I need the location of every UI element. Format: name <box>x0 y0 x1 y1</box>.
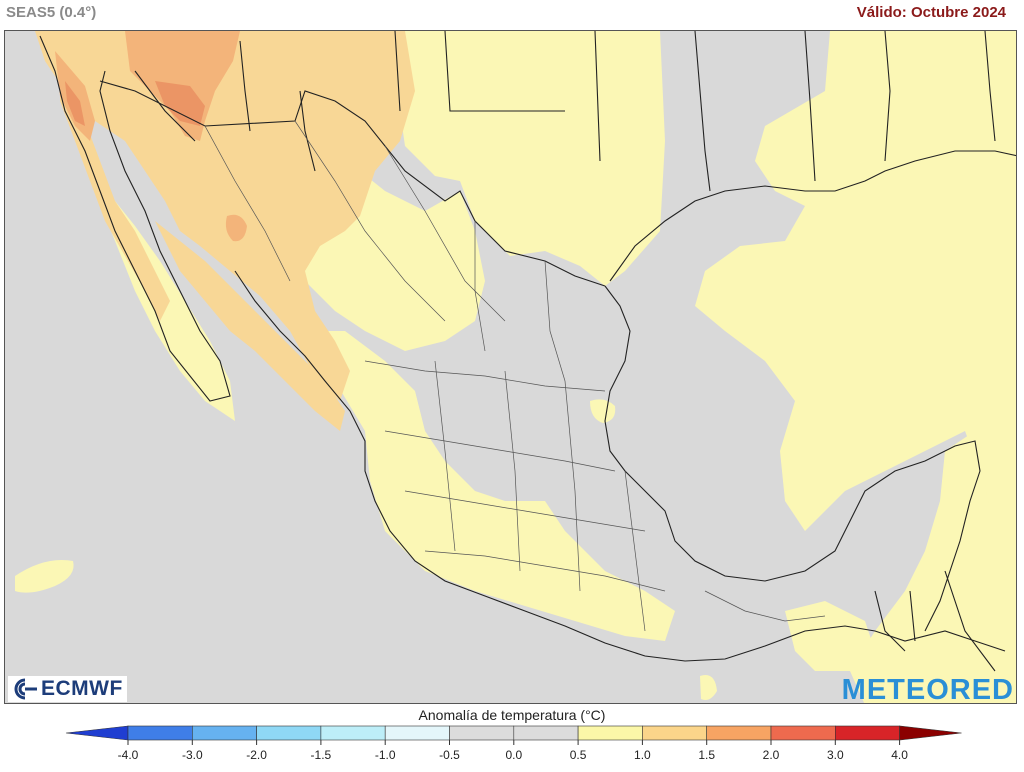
map-canvas <box>5 31 1016 703</box>
colorbar-tick-label: 1.5 <box>698 748 715 762</box>
anomaly-area-northwest <box>35 31 415 401</box>
colorbar-segment <box>706 725 772 741</box>
gulf-coastline <box>604 285 981 632</box>
colorbar-arrow-low <box>65 725 129 741</box>
temperature-anomaly-map <box>4 30 1017 704</box>
colorbar-segment <box>577 725 643 741</box>
colorbar-tick-label: -2.0 <box>246 748 267 762</box>
anomaly-area-pacific-coast <box>305 331 675 641</box>
anomaly-area-sonora-spot <box>225 214 247 242</box>
us-gulf-coastline <box>609 150 1016 282</box>
ecmwf-logo: ECMWF <box>8 676 127 702</box>
colorbar-segment <box>449 725 515 741</box>
model-label: SEAS5 (0.4°) <box>6 4 97 21</box>
anomaly-area-arizona-core <box>155 81 205 126</box>
legend-title: Anomalía de temperatura (°C) <box>418 707 606 723</box>
colorbar-segment <box>513 725 579 741</box>
colorbar-segment <box>384 725 450 741</box>
anomaly-area-south-blob <box>700 675 717 700</box>
anomaly-area-pacific-blob <box>15 560 74 593</box>
colorbar-arrow-high <box>899 725 962 741</box>
mex-states-north <box>204 120 566 382</box>
meteored-logo: METEORED <box>841 674 1014 706</box>
colorbar-segment <box>256 725 322 741</box>
central-america-borders <box>874 570 996 672</box>
colorbar-tick-label: 4.0 <box>891 748 908 762</box>
colorbar-tick-label: 3.0 <box>827 748 844 762</box>
valid-date-label: Válido: Octubre 2024 <box>856 4 1006 21</box>
colorbar-tick-label: 2.0 <box>763 748 780 762</box>
mex-states-vertical <box>434 360 646 632</box>
colorbar-tick-label: -4.0 <box>118 748 139 762</box>
state-borders <box>204 120 826 632</box>
mex-states-center <box>364 360 826 622</box>
anomaly-area-tamaulipas <box>590 399 616 423</box>
mexico-pacific-coastline <box>39 35 1006 662</box>
anomaly-area-coast-core <box>65 81 85 126</box>
anomaly-area-gulf-east <box>695 31 1016 648</box>
colorbar-legend: -4.0 -3.0 -2.0 -1.5 -1.0 -0.5 0.0 0.5 1.0 1.5 2.0 3… <box>65 725 962 762</box>
country-borders <box>39 31 1016 672</box>
colorbar-segment <box>127 725 193 741</box>
colorbar-tick-label: 0.0 <box>505 748 522 762</box>
colorbar-segment <box>834 725 900 741</box>
anomaly-area-yucatan <box>850 431 1016 703</box>
colorbar-tick-label: 1.0 <box>634 748 651 762</box>
ecmwf-mark-icon <box>14 678 37 700</box>
ecmwf-logo-text: ECMWF <box>41 677 123 700</box>
us-mexico-border <box>99 80 606 287</box>
colorbar-segment <box>320 725 386 741</box>
anomaly-area-sonora <box>155 221 345 431</box>
colorbar-segment <box>642 725 708 741</box>
colorbar-tick-label: -0.5 <box>439 748 460 762</box>
anomaly-area-us-south <box>35 31 665 286</box>
colorbar-segment <box>770 725 836 741</box>
colorbar-segment <box>192 725 257 741</box>
colorbar-tick-label: -1.5 <box>311 748 332 762</box>
colorbar-tick-label: -1.0 <box>375 748 396 762</box>
colorbar-tick-label: 0.5 <box>570 748 587 762</box>
us-states-east <box>694 31 996 192</box>
colorbar-tick-label: -3.0 <box>182 748 203 762</box>
us-states-west <box>134 31 601 172</box>
